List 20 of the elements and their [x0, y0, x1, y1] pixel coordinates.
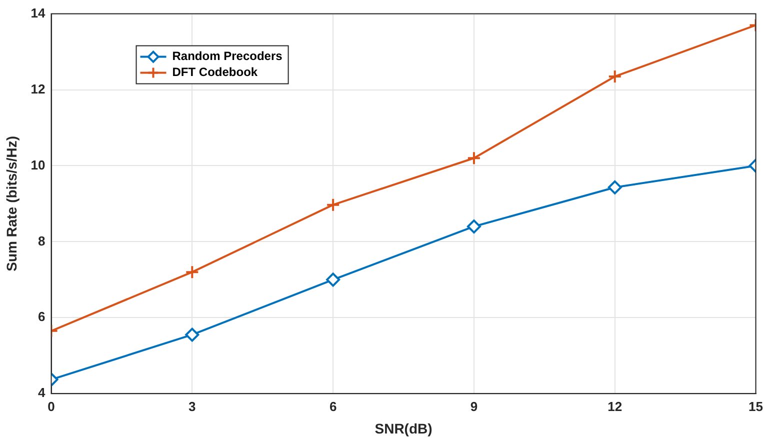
y-axis-title: Sum Rate (bits/s/Hz) — [3, 136, 20, 272]
legend-label: DFT Codebook — [172, 65, 258, 80]
y-tick-label: 14 — [30, 5, 46, 20]
y-tick-label: 10 — [30, 157, 46, 172]
point — [326, 198, 340, 212]
point — [466, 151, 481, 166]
x-tick-label: 0 — [48, 398, 55, 414]
point — [326, 272, 340, 287]
x-tick-label: 15 — [748, 398, 764, 414]
x-axis-title: SNR(dB) — [374, 420, 432, 436]
point — [466, 219, 481, 234]
x-tick-label: 6 — [329, 398, 337, 414]
y-tick-label: 12 — [30, 81, 46, 96]
x-tick-label: 12 — [608, 398, 622, 414]
x-tick-label: 9 — [470, 398, 478, 414]
y-tick-label: 8 — [38, 233, 46, 248]
y-tick-label: 4 — [38, 385, 46, 400]
legend-label: Random Precoders — [172, 49, 283, 64]
x-tick-label: 3 — [188, 398, 196, 414]
y-tick-label: 6 — [38, 309, 46, 324]
